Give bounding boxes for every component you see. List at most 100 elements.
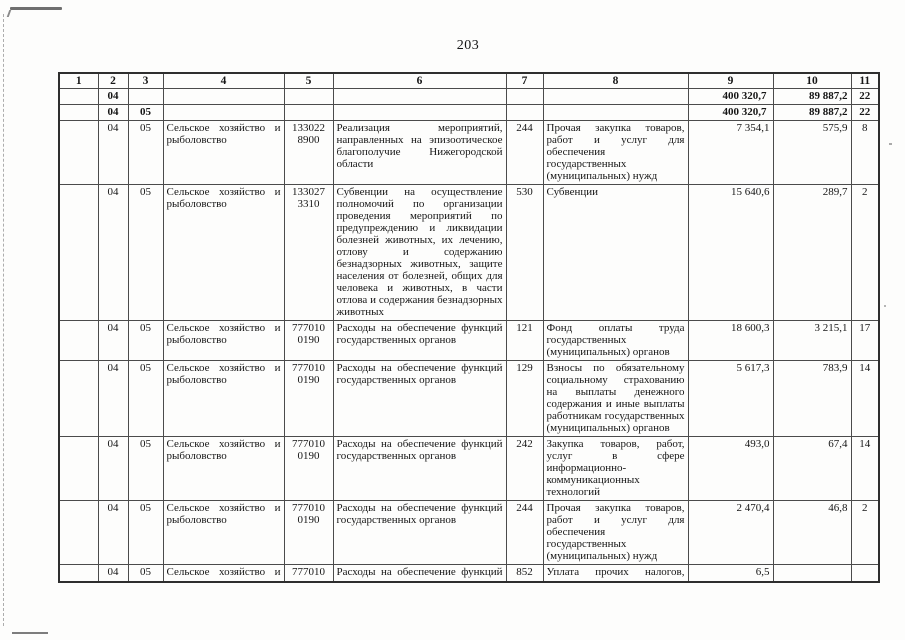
scan-artifact-left-edge-line xyxy=(3,14,4,626)
table-cell: 8 xyxy=(850,120,880,185)
table-cell xyxy=(127,88,164,105)
table-cell: 17 xyxy=(850,320,880,361)
table-cell: 67,4 xyxy=(772,436,852,501)
table-cell: 7 354,1 xyxy=(687,120,774,185)
table-cell: Закупка товаров, работ, услуг в сфере ин… xyxy=(542,436,689,501)
table-cell xyxy=(58,500,99,565)
table-cell: Прочая закупка товаров, работ и услуг дл… xyxy=(542,500,689,565)
table-cell-text: 777010 xyxy=(292,566,325,578)
table-cell-text: 400 320,7 xyxy=(722,90,767,102)
table-cell: Расходы на обеспечение функций государст… xyxy=(332,500,507,565)
table-row: 04 05 Сельское хозяйство и 777010 Расходы на… xyxy=(58,564,880,583)
scan-artifact-speck xyxy=(884,305,886,307)
table-cell: 05 xyxy=(127,360,164,437)
table-cell-text: 89 887,2 xyxy=(809,90,848,102)
table-cell-text: 05 xyxy=(140,106,151,118)
table-cell: 89 887,2 xyxy=(772,104,852,121)
table-cell-text: 04 xyxy=(107,90,119,102)
table-cell-text: 04 xyxy=(107,186,119,198)
table-cell: 04 xyxy=(97,88,129,105)
table-cell: 777010 0190 xyxy=(283,320,334,361)
table-cell-text: 67,4 xyxy=(828,438,848,450)
table-cell-text: Сельское хозяйство и xyxy=(166,566,281,578)
table-cell xyxy=(58,360,99,437)
table-cell: Сельское хозяйство и рыболовство xyxy=(162,436,285,501)
table-cell-text: 777010 0190 xyxy=(292,438,325,462)
table-cell: Сельское хозяйство и рыболовство xyxy=(162,500,285,565)
table-cell-text: 777010 0190 xyxy=(292,362,325,386)
table-cell-text: 04 xyxy=(107,438,119,450)
budget-table: 1 2 3 4 5 6 7 8 9 10 11 04 400 320,7 89 887,2 22 04 05 4… xyxy=(58,72,880,583)
table-cell-text: 3 215,1 xyxy=(814,322,848,334)
table-cell: 04 xyxy=(97,320,129,361)
table-cell-text: 575,9 xyxy=(822,122,848,134)
table-cell: 04 xyxy=(97,360,129,437)
column-header-4: 4 xyxy=(162,72,285,89)
table-cell-text: Субвенции на осуществление полномочий по… xyxy=(336,186,503,318)
table-cell-text: Сельское хозяйство и рыболовство xyxy=(166,502,281,526)
table-cell: Фонд оплаты труда государственных (муниц… xyxy=(542,320,689,361)
table-body: 04 400 320,7 89 887,2 22 04 05 400 320,7 89 887… xyxy=(58,88,880,583)
table-cell-text: 22 xyxy=(859,90,871,102)
table-cell: 05 xyxy=(127,564,164,583)
table-cell: 242 xyxy=(505,436,544,501)
table-cell: 04 xyxy=(97,436,129,501)
table-cell: 493,0 xyxy=(687,436,774,501)
table-cell-text: Закупка товаров, работ, услуг в сфере ин… xyxy=(546,438,685,498)
table-cell xyxy=(58,320,99,361)
table-cell: Расходы на обеспечение функций xyxy=(332,564,507,583)
table-cell-text: 22 xyxy=(859,106,871,118)
table-cell: 14 xyxy=(850,360,880,437)
table-cell: 2 xyxy=(850,500,880,565)
table-cell xyxy=(850,564,880,583)
table-cell-text: Прочая закупка товаров, работ и услуг дл… xyxy=(546,502,685,562)
table-cell: 04 xyxy=(97,104,129,121)
table-cell: 2 470,4 xyxy=(687,500,774,565)
table-cell: 89 887,2 xyxy=(772,88,852,105)
table-cell: 15 640,6 xyxy=(687,184,774,321)
table-cell: 05 xyxy=(127,436,164,501)
table-cell: Расходы на обеспечение функций государст… xyxy=(332,436,507,501)
table-cell: Уплата прочих налогов, xyxy=(542,564,689,583)
table-cell xyxy=(332,104,507,121)
table-cell: Прочая закупка товаров, работ и услуг дл… xyxy=(542,120,689,185)
table-cell-text: Субвенции xyxy=(546,186,599,198)
column-header-10: 10 xyxy=(772,72,852,89)
table-cell: Сельское хозяйство и рыболовство xyxy=(162,320,285,361)
table-cell-text: 14 xyxy=(859,438,871,450)
table-cell: 133027 3310 xyxy=(283,184,334,321)
scan-artifact-corner-hook xyxy=(6,10,18,17)
table-cell: 5 617,3 xyxy=(687,360,774,437)
column-header-2: 2 xyxy=(97,72,129,89)
table-cell: 04 xyxy=(97,500,129,565)
table-cell-text: Расходы на обеспечение функций xyxy=(336,566,503,578)
table-cell: 289,7 xyxy=(772,184,852,321)
table-cell-text: 04 xyxy=(107,322,119,334)
table-cell-text: 05 xyxy=(140,186,151,198)
table-cell: 05 xyxy=(127,120,164,185)
table-cell xyxy=(772,564,852,583)
table-cell: 22 xyxy=(850,104,880,121)
table-cell-text: 5 617,3 xyxy=(736,362,770,374)
page-number: 203 xyxy=(456,38,480,53)
table-row: 04 05 400 320,7 89 887,2 22 xyxy=(58,104,880,121)
table-cell xyxy=(542,88,689,105)
table-cell: 05 xyxy=(127,500,164,565)
table-cell-text: 05 xyxy=(140,122,151,134)
table-cell: Расходы на обеспечение функций государст… xyxy=(332,360,507,437)
table-cell-text: 15 640,6 xyxy=(731,186,770,198)
table-cell: 530 xyxy=(505,184,544,321)
table-cell: Расходы на обеспечение функций государст… xyxy=(332,320,507,361)
table-cell-text: Расходы на обеспечение функций государст… xyxy=(336,502,503,526)
column-header-1: 1 xyxy=(58,72,99,89)
table-cell-text: Сельское хозяйство и рыболовство xyxy=(166,122,281,146)
table-cell: 121 xyxy=(505,320,544,361)
table-cell-text: 8 xyxy=(862,122,868,134)
table-cell-text: 289,7 xyxy=(822,186,848,198)
table-cell-text: 04 xyxy=(107,362,119,374)
table-cell xyxy=(505,104,544,121)
table-cell: 852 xyxy=(505,564,544,583)
table-cell-text: Расходы на обеспечение функций государст… xyxy=(336,322,503,346)
table-cell-text: 400 320,7 xyxy=(722,106,767,118)
table-cell-text: 783,9 xyxy=(822,362,848,374)
